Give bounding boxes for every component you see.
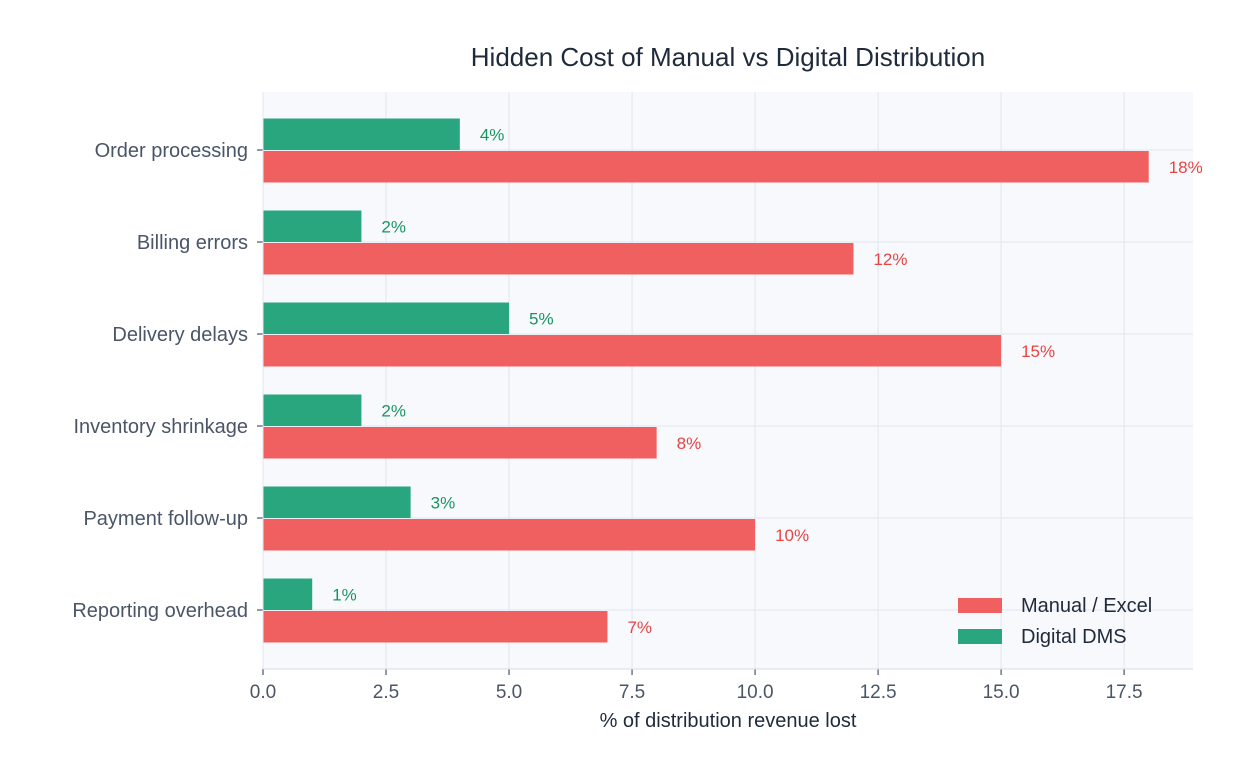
legend-swatch bbox=[958, 598, 1002, 613]
data-label-manual-excel: 10% bbox=[775, 526, 809, 545]
bar-manual-excel bbox=[263, 427, 657, 459]
x-axis-label: % of distribution revenue lost bbox=[600, 710, 857, 732]
y-tick-label: Reporting overhead bbox=[72, 600, 248, 622]
bar-digital-dms bbox=[263, 302, 510, 334]
data-label-digital-dms: 3% bbox=[431, 493, 456, 512]
legend-label: Manual / Excel bbox=[1021, 595, 1152, 617]
data-label-digital-dms: 2% bbox=[381, 217, 406, 236]
bar-digital-dms bbox=[263, 486, 411, 518]
axes: 0.0 2.5 5.0 7.5 10.0 12.5 15.0 17.5 Order proces… bbox=[72, 92, 1193, 703]
data-label-manual-excel: 15% bbox=[1021, 342, 1055, 361]
legend-label: Digital DMS bbox=[1021, 626, 1127, 648]
chart-title: Hidden Cost of Manual vs Digital Distrib… bbox=[471, 42, 985, 72]
x-tick-label: 7.5 bbox=[619, 682, 645, 703]
legend-swatch bbox=[958, 629, 1002, 644]
x-tick-label: 15.0 bbox=[983, 682, 1020, 703]
bar-manual-excel bbox=[263, 243, 854, 275]
y-tick-label: Inventory shrinkage bbox=[73, 416, 248, 438]
bar-manual-excel bbox=[263, 335, 1002, 367]
data-label-manual-excel: 8% bbox=[677, 434, 702, 453]
data-label-digital-dms: 5% bbox=[529, 309, 554, 328]
data-label-manual-excel: 12% bbox=[873, 250, 907, 269]
bars: 4% 18% 2% 12% 5% 15% 2% 8% 3% 10% 1% 7% bbox=[263, 118, 1203, 643]
bar-digital-dms bbox=[263, 210, 362, 242]
y-tick-label: Delivery delays bbox=[112, 324, 248, 346]
x-tick-label: 2.5 bbox=[373, 682, 399, 703]
bar-digital-dms bbox=[263, 578, 313, 610]
bar-digital-dms bbox=[263, 394, 362, 426]
y-tick-label: Billing errors bbox=[137, 232, 248, 254]
x-tick-label: 5.0 bbox=[496, 682, 522, 703]
x-tick-label: 10.0 bbox=[737, 682, 774, 703]
x-tick-label: 12.5 bbox=[860, 682, 897, 703]
bar-manual-excel bbox=[263, 611, 608, 643]
x-tick-label: 0.0 bbox=[250, 682, 276, 703]
bar-digital-dms bbox=[263, 118, 460, 150]
data-label-manual-excel: 18% bbox=[1169, 158, 1203, 177]
data-label-manual-excel: 7% bbox=[627, 618, 652, 637]
data-label-digital-dms: 4% bbox=[480, 125, 505, 144]
bar-manual-excel bbox=[263, 519, 756, 551]
y-tick-label: Payment follow-up bbox=[83, 508, 248, 530]
legend: Manual / Excel Digital DMS bbox=[958, 595, 1152, 648]
data-label-digital-dms: 2% bbox=[381, 401, 406, 420]
y-tick-label: Order processing bbox=[95, 140, 248, 162]
x-tick-label: 17.5 bbox=[1106, 682, 1143, 703]
bar-manual-excel bbox=[263, 151, 1149, 183]
data-label-digital-dms: 1% bbox=[332, 585, 357, 604]
plot-area bbox=[263, 92, 1193, 669]
